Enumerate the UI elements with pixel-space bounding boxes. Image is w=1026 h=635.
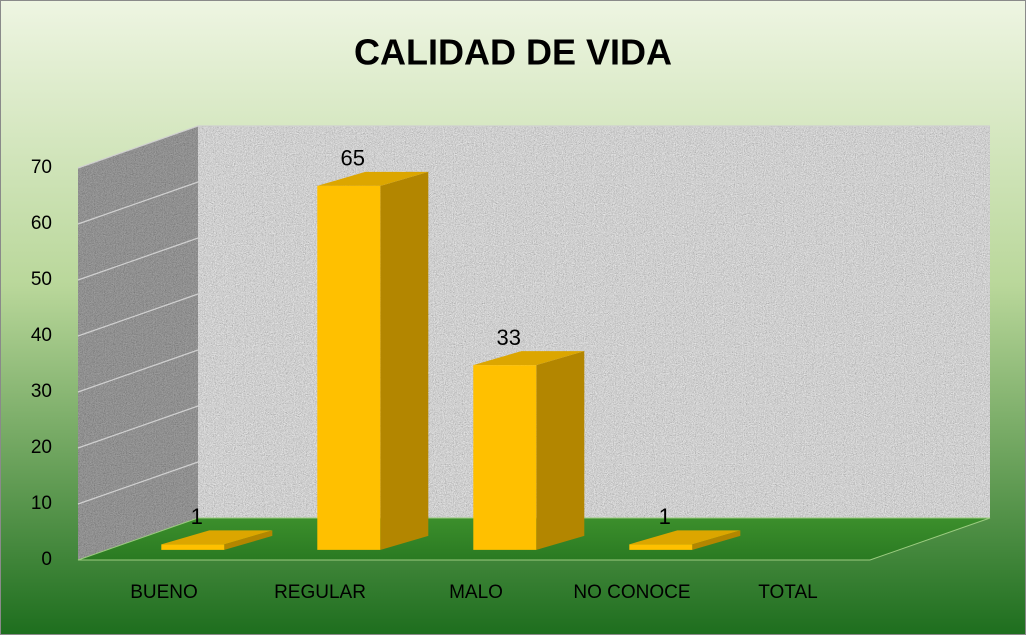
- grid-line: [77, 293, 990, 337]
- grid-line: [77, 181, 990, 225]
- data-label: 1: [191, 504, 203, 529]
- y-tick-label: 70: [31, 157, 52, 178]
- bar-side: [380, 171, 429, 550]
- x-tick-label: REGULAR: [274, 582, 366, 603]
- x-tick-label: MALO: [449, 582, 503, 603]
- y-tick-label: 50: [31, 269, 52, 290]
- y-tick-label: 20: [31, 437, 52, 458]
- back-wall: [198, 126, 990, 518]
- y-tick-label: 60: [31, 213, 52, 234]
- data-label: 33: [497, 325, 521, 350]
- data-label: 1: [659, 504, 671, 529]
- bar: [629, 530, 741, 550]
- grid-line: [77, 125, 990, 169]
- bar-top: [473, 351, 585, 366]
- bar-front: [473, 365, 537, 550]
- bar-top: [161, 530, 273, 545]
- bar: [161, 530, 273, 550]
- grid-line: [77, 405, 990, 449]
- bar-top: [629, 530, 741, 545]
- y-tick-label: 0: [41, 549, 52, 570]
- side-wall: [78, 126, 198, 560]
- x-tick-label: BUENO: [130, 582, 198, 603]
- bar-side: [224, 530, 273, 550]
- bar-front: [161, 544, 225, 550]
- bar: [317, 171, 429, 550]
- bar-front: [629, 544, 693, 550]
- grid-line: [77, 461, 990, 505]
- bar-side: [536, 351, 585, 550]
- bar-top: [317, 171, 429, 186]
- y-tick-label: 40: [31, 325, 52, 346]
- data-label: 65: [341, 146, 365, 171]
- side-wall-shade: [78, 126, 198, 560]
- grid-line: [77, 237, 990, 281]
- x-tick-label: NO CONOCE: [573, 582, 690, 603]
- grid-line: [77, 349, 990, 393]
- x-tick-label: TOTAL: [758, 582, 817, 603]
- bar: [473, 351, 585, 550]
- bar-side: [692, 530, 741, 550]
- chart-title: CALIDAD DE VIDA: [354, 32, 672, 73]
- y-tick-label: 30: [31, 381, 52, 402]
- y-tick-label: 10: [31, 493, 52, 514]
- bar-front: [317, 185, 381, 550]
